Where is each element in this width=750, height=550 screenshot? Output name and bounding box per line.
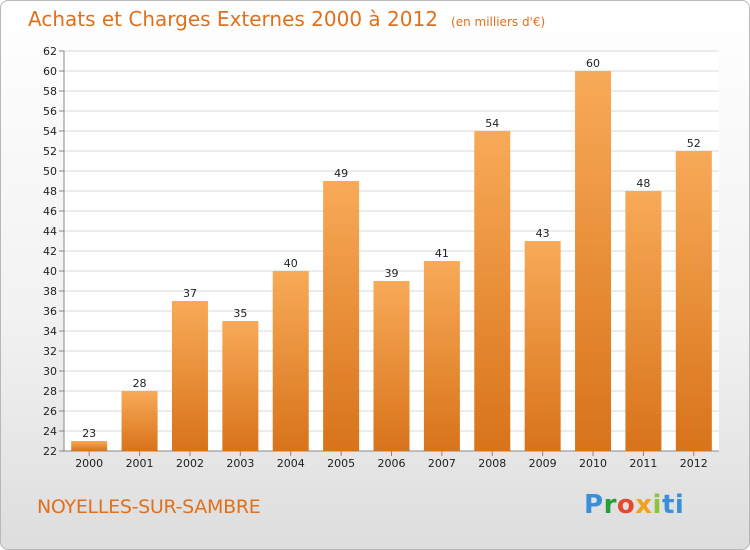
y-tick-label: 34: [43, 325, 57, 338]
y-tick-label: 60: [43, 65, 57, 78]
y-tick-label: 58: [43, 85, 57, 98]
x-tick-label-2010: 2010: [579, 457, 607, 470]
x-tick-label-2011: 2011: [629, 457, 657, 470]
data-label-2008: 54: [485, 117, 499, 130]
bar-2000: [71, 441, 108, 451]
bar-2008: [474, 131, 511, 451]
x-tick-label-2001: 2001: [126, 457, 154, 470]
y-tick-label: 40: [43, 265, 57, 278]
y-tick-label: 24: [43, 425, 57, 438]
x-tick-label-2004: 2004: [277, 457, 305, 470]
y-tick-label: 26: [43, 405, 57, 418]
title-row: Achats et Charges Externes 2000 à 2012 (…: [28, 7, 545, 31]
x-tick-label-2006: 2006: [378, 457, 406, 470]
data-label-2006: 39: [385, 267, 399, 280]
data-label-2005: 49: [334, 167, 348, 180]
data-label-2002: 37: [183, 287, 197, 300]
y-tick-label: 56: [43, 105, 57, 118]
data-label-2012: 52: [687, 137, 701, 150]
x-tick-label-2009: 2009: [529, 457, 557, 470]
y-tick-label: 54: [43, 125, 57, 138]
bar-2005: [323, 181, 360, 451]
chart-title: Achats et Charges Externes 2000 à 2012: [28, 7, 438, 31]
data-label-2003: 35: [233, 307, 247, 320]
y-tick-label: 46: [43, 205, 57, 218]
data-label-2010: 60: [586, 57, 600, 70]
x-tick-label-2000: 2000: [75, 457, 103, 470]
x-tick-label-2008: 2008: [478, 457, 506, 470]
data-label-2009: 43: [536, 227, 550, 240]
bar-2006: [373, 281, 410, 451]
y-tick-label: 42: [43, 245, 57, 258]
bar-2007: [423, 261, 460, 451]
bar-2009: [524, 241, 561, 451]
town-name: NOYELLES-SUR-SAMBRE: [37, 496, 261, 518]
x-tick-label-2003: 2003: [226, 457, 254, 470]
y-tick-label: 36: [43, 305, 57, 318]
data-label-2000: 23: [82, 427, 96, 440]
y-tick-label: 62: [43, 45, 57, 58]
x-tick-label-2012: 2012: [680, 457, 708, 470]
data-label-2004: 40: [284, 257, 298, 270]
bar-2003: [222, 321, 259, 451]
bar-2010: [575, 71, 612, 451]
proxiti-logo: Proxiti: [584, 490, 685, 520]
bar-2004: [272, 271, 309, 451]
y-tick-label: 52: [43, 145, 57, 158]
x-tick-label-2007: 2007: [428, 457, 456, 470]
bar-2001: [121, 391, 158, 451]
y-tick-label: 28: [43, 385, 57, 398]
chart-subtitle: (en milliers d'€): [451, 15, 546, 29]
data-label-2001: 28: [133, 377, 147, 390]
bar-2002: [171, 301, 208, 451]
y-tick-label: 48: [43, 185, 57, 198]
y-tick-label: 32: [43, 345, 57, 358]
y-tick-label: 50: [43, 165, 57, 178]
y-tick-label: 38: [43, 285, 57, 298]
y-tick-label: 30: [43, 365, 57, 378]
bar-2011: [625, 191, 662, 451]
x-tick-label-2002: 2002: [176, 457, 204, 470]
bar-2012: [675, 151, 712, 451]
x-tick-label-2005: 2005: [327, 457, 355, 470]
y-tick-label: 44: [43, 225, 57, 238]
data-label-2007: 41: [435, 247, 449, 260]
data-label-2011: 48: [636, 177, 650, 190]
y-tick-label: 22: [43, 445, 57, 458]
